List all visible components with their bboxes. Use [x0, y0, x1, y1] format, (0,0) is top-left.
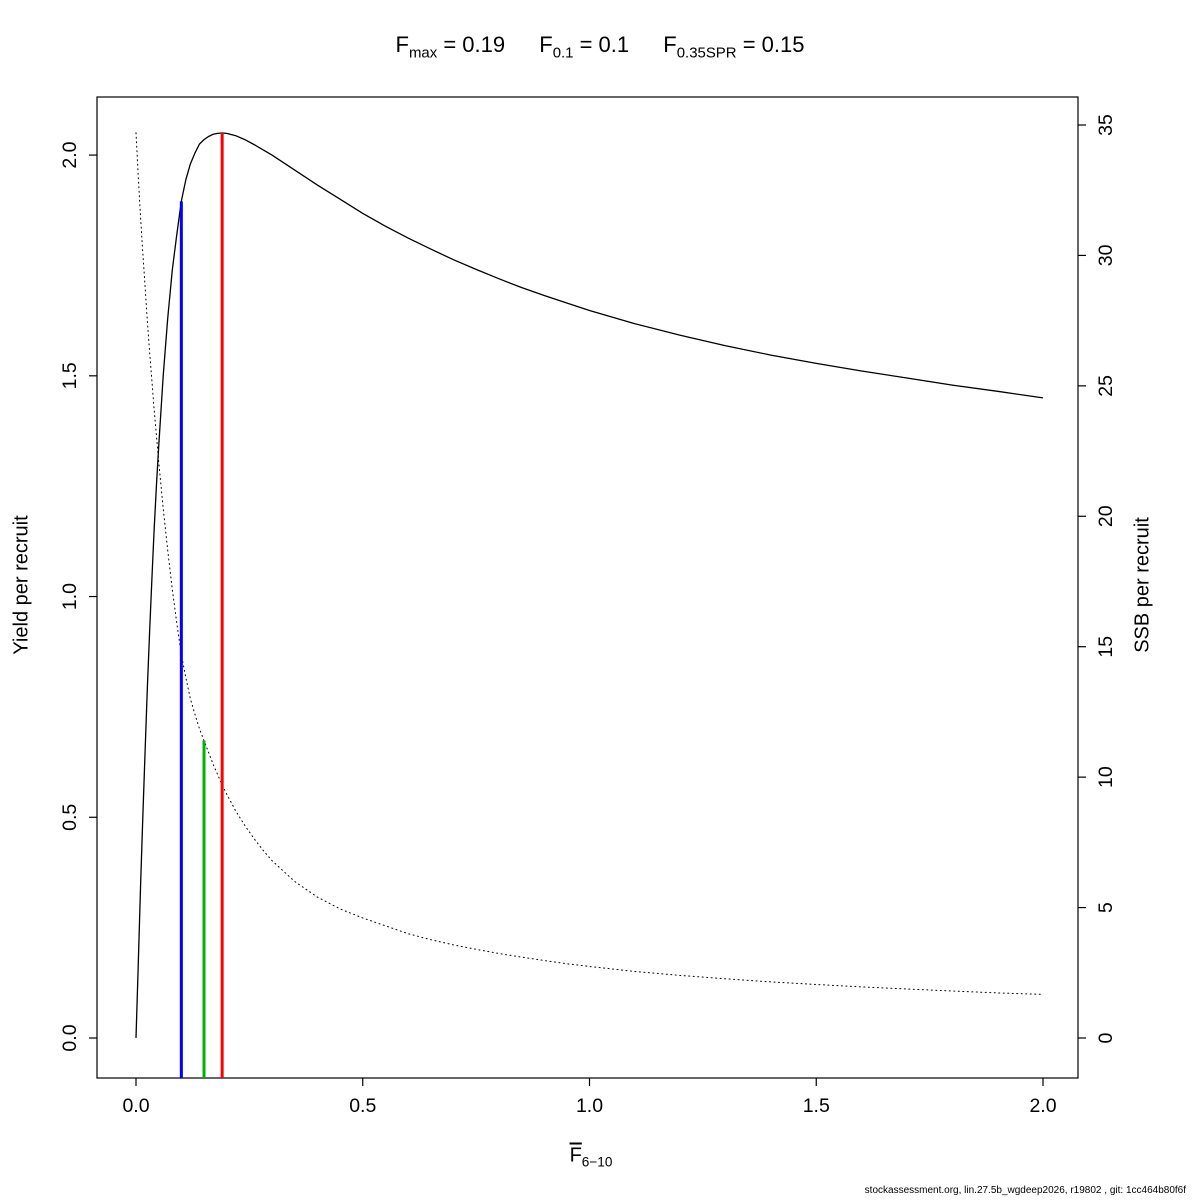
y-right-tick-label: 25 [1095, 375, 1117, 397]
y-left-tick-label: 1.0 [59, 583, 81, 610]
ssb-per-recruit-curve [135, 132, 1044, 995]
y-left-tick-label: 0.0 [59, 1024, 81, 1051]
y-left-tick-label: 0.5 [59, 804, 81, 831]
x-tick-label: 2.0 [1029, 1095, 1056, 1117]
title-fmax-value: = 0.19 [437, 32, 506, 57]
title-f035spr-value: = 0.15 [736, 32, 805, 57]
x-axis-label-fbar: F [569, 1144, 582, 1167]
y-right-tick-label: 20 [1095, 505, 1117, 527]
title-f035spr-base: F [663, 32, 677, 57]
x-tick-label: 0.5 [349, 1095, 376, 1117]
x-axis-label-sub: 6−10 [581, 1154, 613, 1170]
title-f035spr-sub: 0.35SPR [676, 44, 737, 62]
y-axis-label-right: SSB per recruit [1131, 517, 1154, 653]
y-axis-label-left: Yield per recruit [10, 515, 33, 655]
y-left-tick-label: 1.5 [59, 362, 81, 389]
y-left-tick-label: 2.0 [59, 141, 81, 168]
y-right-tick-label: 0 [1095, 1032, 1117, 1043]
title-f01-sub: 0.1 [552, 44, 574, 62]
title-fmax-base: F [395, 32, 409, 57]
y-right-tick-label: 15 [1095, 636, 1117, 658]
x-tick-label: 1.0 [576, 1095, 603, 1117]
x-tick-label: 1.5 [803, 1095, 830, 1117]
x-axis-label: F6−10 [570, 1145, 613, 1170]
y-right-tick-label: 5 [1095, 902, 1117, 913]
y-right-tick-label: 10 [1095, 766, 1117, 788]
x-tick-label: 0.0 [122, 1095, 149, 1117]
title-f01-value: = 0.1 [573, 32, 630, 57]
plot-title: Fmax = 0.19 F0.1 = 0.1 F0.35SPR = 0.15 [0, 32, 1200, 61]
title-f035spr: F0.35SPR = 0.15 [663, 32, 805, 61]
title-fmax-sub: max [408, 44, 438, 62]
title-f01-base: F [539, 32, 553, 57]
plot-box [96, 96, 1079, 1079]
footer-stamp: stockassessment.org, lin.27.5b_wgdeep202… [864, 1185, 1186, 1196]
y-right-tick-label: 30 [1095, 244, 1117, 266]
title-f01: F0.1 = 0.1 [539, 32, 630, 61]
y-right-tick-label: 35 [1095, 114, 1117, 136]
title-fmax: Fmax = 0.19 [395, 32, 506, 61]
yield-per-recruit-curve [135, 132, 1044, 1039]
